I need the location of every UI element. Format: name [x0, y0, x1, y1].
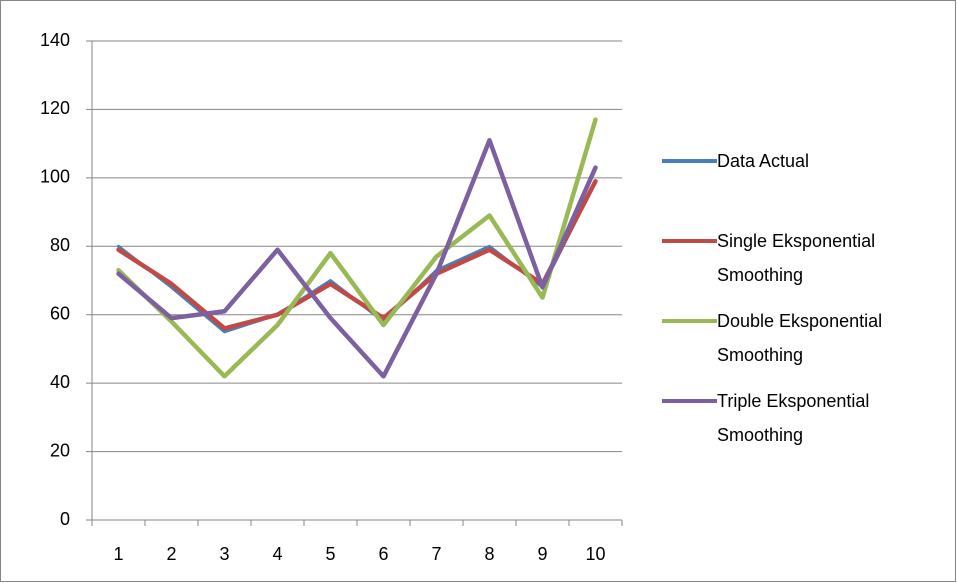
- legend-entry: Data Actual: [662, 144, 952, 178]
- legend-entry: Single Eksponential Smoothing: [662, 224, 952, 292]
- legend-marker: [662, 239, 717, 243]
- legend-label: Data Actual: [717, 151, 810, 171]
- legend-entry: Double Eksponential Smoothing: [662, 304, 952, 372]
- y-tick-label: 140: [40, 30, 70, 50]
- x-tick-label: 3: [219, 544, 229, 564]
- legend-label: Single Eksponential Smoothing: [717, 231, 876, 285]
- y-tick-label: 60: [50, 303, 70, 323]
- y-tick-label: 40: [50, 372, 70, 392]
- x-tick-label: 4: [272, 544, 282, 564]
- series-line: [116, 117, 598, 379]
- series-line: [116, 179, 598, 331]
- legend-marker: [662, 159, 717, 163]
- legend-entry: Triple Eksponential Smoothing: [662, 384, 952, 452]
- x-tick-label: 7: [431, 544, 441, 564]
- y-tick-label: 0: [60, 509, 70, 529]
- y-tick-label: 120: [40, 98, 70, 118]
- x-tick-label: 6: [378, 544, 388, 564]
- x-tick-label: 5: [325, 544, 335, 564]
- x-tick-label: 8: [484, 544, 494, 564]
- series-line: [116, 137, 598, 379]
- y-tick-label: 80: [50, 235, 70, 255]
- legend-marker: [662, 399, 717, 403]
- x-tick-label: 2: [166, 544, 176, 564]
- x-tick-label: 10: [585, 544, 605, 564]
- legend-label: Triple Eksponential Smoothing: [717, 391, 870, 445]
- x-tick-label: 1: [113, 544, 123, 564]
- y-tick-label: 20: [50, 440, 70, 460]
- y-tick-label: 100: [40, 167, 70, 187]
- legend-marker: [662, 319, 717, 323]
- legend-label: Double Eksponential Smoothing: [717, 311, 883, 365]
- x-tick-label: 9: [537, 544, 547, 564]
